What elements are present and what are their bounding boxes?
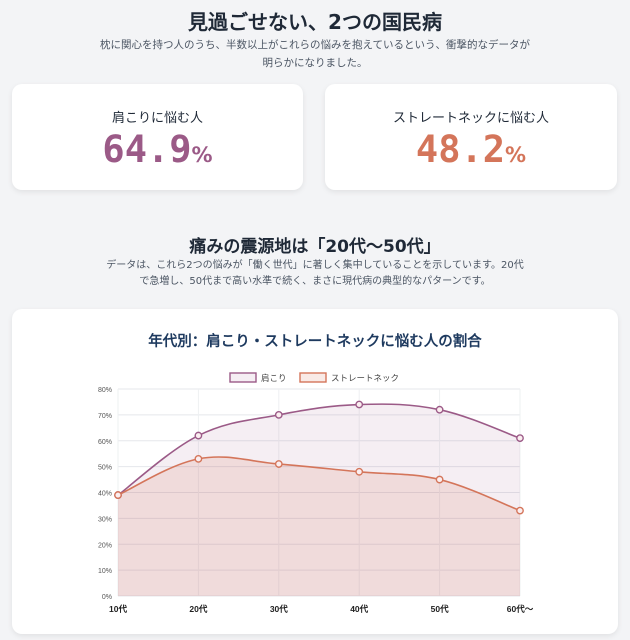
- page-title: 見過ごせない、2つの国民病: [188, 10, 442, 34]
- stat-card-shoulder: 肩こりに悩む人 64.9%: [12, 84, 303, 190]
- section-title: 痛みの震源地は「20代〜50代」: [189, 237, 441, 257]
- stat-card-straight-neck: ストレートネックに悩む人 48.2%: [325, 84, 617, 190]
- chart-card: [12, 309, 618, 634]
- stat-unit-shoulder: %: [191, 143, 213, 167]
- stat-number-straight-neck: 48.2: [415, 128, 506, 171]
- chart-title: 年代別：肩こり・ストレートネックに悩む人の割合: [148, 334, 482, 350]
- page-subtitle: 枕に関心を持つ人のうち、半数以上がこれらの悩みを抱えているという、衝撃的なデータ…: [100, 39, 530, 69]
- stat-number-shoulder: 64.9: [102, 128, 192, 171]
- stat-unit-straight-neck: %: [505, 143, 527, 167]
- stat-label-straight-neck: ストレートネックに悩む人: [392, 111, 549, 126]
- stat-value-shoulder: 64.9%: [12, 128, 303, 171]
- stat-value-straight-neck: 48.2%: [325, 128, 617, 171]
- section-description: データは、これら2つの悩みが「働く世代」に著しく集中していることを示しています。…: [106, 260, 524, 287]
- stat-label-shoulder: 肩こりに悩む人: [111, 111, 203, 126]
